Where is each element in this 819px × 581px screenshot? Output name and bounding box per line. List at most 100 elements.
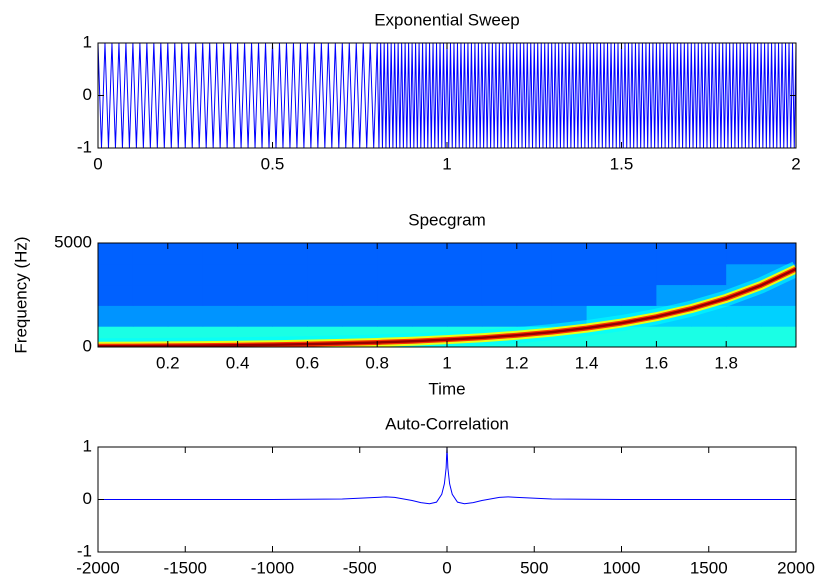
heatmap-cell bbox=[621, 263, 657, 286]
heatmap-cell bbox=[307, 305, 343, 327]
x-tick-label: -1000 bbox=[251, 558, 294, 577]
x-tick-label: 500 bbox=[520, 558, 548, 577]
chart-title: Auto-Correlation bbox=[385, 414, 509, 433]
plot-area bbox=[98, 43, 796, 148]
heatmap-cell bbox=[412, 305, 448, 327]
heatmap-cell bbox=[481, 243, 518, 265]
heatmap-cell bbox=[342, 243, 378, 265]
heatmap-cell bbox=[342, 284, 378, 306]
heatmap-cell bbox=[307, 263, 343, 286]
x-tick-label: 1 bbox=[442, 154, 451, 173]
heatmap-cell bbox=[377, 284, 413, 306]
heatmap-cell bbox=[447, 263, 483, 286]
heatmap-cell bbox=[237, 284, 273, 306]
x-tick-label: 1.2 bbox=[505, 353, 529, 372]
heatmap-cell bbox=[272, 284, 308, 306]
x-tick-label: 0.8 bbox=[365, 353, 389, 372]
signal-line bbox=[98, 43, 796, 148]
heatmap-cell bbox=[516, 263, 553, 286]
x-tick-label: 1500 bbox=[690, 558, 728, 577]
heatmap-cell bbox=[237, 263, 273, 286]
heatmap-cell bbox=[586, 243, 622, 265]
plot-area bbox=[98, 447, 796, 505]
heatmap-cell bbox=[656, 243, 692, 265]
heatmap-cell bbox=[551, 284, 588, 306]
y-tick-label: -1 bbox=[77, 541, 92, 560]
chart-title: Exponential Sweep bbox=[374, 10, 520, 29]
x-tick-label: 1000 bbox=[603, 558, 641, 577]
heatmap-cell bbox=[98, 284, 134, 306]
x-tick-label: 1.8 bbox=[714, 353, 738, 372]
heatmap-cell bbox=[98, 263, 134, 286]
x-tick-label: 0 bbox=[93, 154, 102, 173]
heatmap-cell bbox=[342, 305, 378, 327]
heatmap-cell bbox=[132, 263, 169, 286]
heatmap-cell bbox=[691, 243, 727, 265]
x-tick-label: 0.5 bbox=[261, 154, 285, 173]
x-tick-label: 0.6 bbox=[296, 353, 320, 372]
y-tick-label: 1 bbox=[83, 436, 92, 455]
heatmap-cell bbox=[656, 263, 692, 286]
heatmap-cell bbox=[98, 243, 134, 265]
x-tick-label: 1.4 bbox=[575, 353, 599, 372]
y-tick-label: 0 bbox=[83, 85, 92, 104]
heatmap-cell bbox=[726, 305, 762, 327]
y-tick-label: -1 bbox=[77, 137, 92, 156]
heatmap-cell bbox=[761, 243, 796, 265]
heatmap-cell bbox=[377, 243, 413, 265]
heatmap-cell bbox=[447, 284, 483, 306]
heatmap-cell bbox=[167, 263, 204, 286]
x-tick-label: 1.5 bbox=[610, 154, 634, 173]
heatmap-cell bbox=[691, 326, 727, 347]
heatmap-cell bbox=[551, 263, 588, 286]
heatmap-cell bbox=[377, 263, 413, 286]
heatmap-cell bbox=[237, 243, 273, 265]
heatmap-cell bbox=[447, 243, 483, 265]
heatmap-cell bbox=[481, 263, 518, 286]
x-tick-label: 1.6 bbox=[645, 353, 669, 372]
x-tick-label: 0 bbox=[442, 558, 451, 577]
heatmap-cell bbox=[586, 263, 622, 286]
chart-title: Specgram bbox=[408, 210, 485, 229]
heatmap-cell bbox=[726, 326, 762, 347]
heatmap-cell bbox=[167, 243, 204, 265]
y-tick-label: 0 bbox=[83, 336, 92, 355]
heatmap-cell bbox=[412, 263, 448, 286]
heatmap-cell bbox=[132, 305, 169, 327]
y-tick-label: 5000 bbox=[54, 232, 92, 251]
heatmap-cell bbox=[307, 284, 343, 306]
heatmap-cell bbox=[202, 284, 239, 306]
heatmap-cell bbox=[377, 305, 413, 327]
x-tick-label: -1500 bbox=[164, 558, 207, 577]
heatmap-cell bbox=[272, 263, 308, 286]
x-tick-label: 2 bbox=[791, 154, 800, 173]
heatmap-cell bbox=[691, 263, 727, 286]
heatmap-cell bbox=[237, 305, 273, 327]
heatmap-cell bbox=[621, 243, 657, 265]
heatmap-cell bbox=[516, 243, 553, 265]
x-tick-label: 1 bbox=[442, 353, 451, 372]
heatmap-cell bbox=[586, 284, 622, 306]
heatmap-cell bbox=[656, 284, 692, 306]
signal-line bbox=[98, 447, 796, 505]
x-tick-label: -500 bbox=[343, 558, 377, 577]
x-tick-label: 2000 bbox=[777, 558, 815, 577]
heatmap-cell bbox=[656, 326, 692, 347]
y-tick-label: 0 bbox=[83, 489, 92, 508]
heatmap-cell bbox=[481, 284, 518, 306]
heatmap-cell bbox=[412, 243, 448, 265]
heatmap-cell bbox=[202, 305, 239, 327]
heatmap-cell bbox=[132, 284, 169, 306]
x-tick-label: 0.2 bbox=[156, 353, 180, 372]
heatmap-cell bbox=[516, 305, 553, 327]
heatmap-cell bbox=[167, 284, 204, 306]
y-axis-label: Frequency (Hz) bbox=[11, 236, 30, 353]
heatmap-cell bbox=[447, 305, 483, 327]
ridge bbox=[98, 267, 796, 347]
heatmap-cell bbox=[621, 284, 657, 306]
heatmap-cell bbox=[761, 326, 796, 347]
heatmap-cell bbox=[132, 243, 169, 265]
y-tick-label: 1 bbox=[83, 32, 92, 51]
